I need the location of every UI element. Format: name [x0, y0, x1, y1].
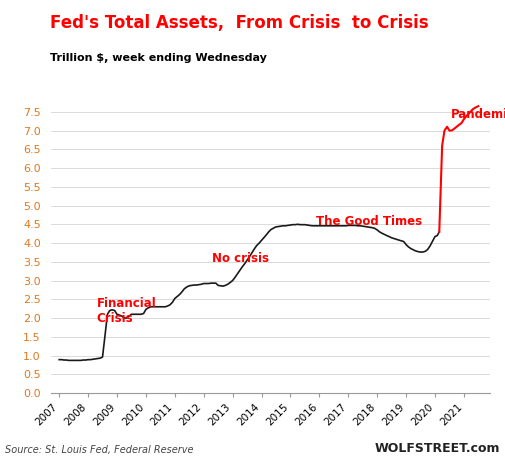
Text: WOLFSTREET.com: WOLFSTREET.com [374, 442, 500, 455]
Text: Trillion $, week ending Wednesday: Trillion $, week ending Wednesday [50, 53, 267, 63]
Text: Fed's Total Assets,  From Crisis  to Crisis: Fed's Total Assets, From Crisis to Crisi… [50, 14, 429, 32]
Text: The Good Times: The Good Times [317, 215, 423, 228]
Text: Source: St. Louis Fed, Federal Reserve: Source: St. Louis Fed, Federal Reserve [5, 445, 193, 455]
Text: Financial
Crisis: Financial Crisis [97, 298, 157, 325]
Text: No crisis: No crisis [213, 252, 269, 266]
Text: Pandemic: Pandemic [451, 108, 505, 121]
